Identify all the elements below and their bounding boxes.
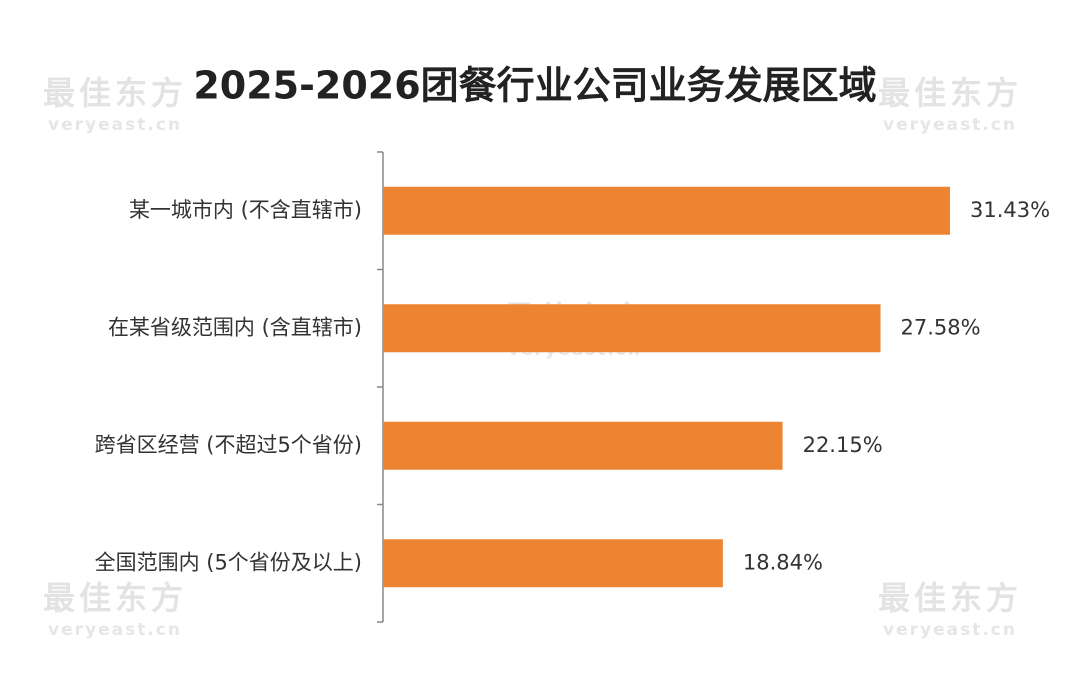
value-label: 22.15% bbox=[803, 433, 883, 457]
chart-title: 2025-2026团餐行业公司业务发展区域 bbox=[193, 64, 876, 108]
watermark-url: veryeast.cn bbox=[48, 620, 182, 640]
watermark-url: veryeast.cn bbox=[48, 115, 182, 135]
watermark-brand: 最佳东方 bbox=[43, 579, 187, 617]
bar bbox=[383, 304, 881, 353]
value-label: 18.84% bbox=[743, 550, 823, 574]
value-label: 31.43% bbox=[970, 198, 1050, 222]
bar bbox=[383, 186, 950, 235]
watermark-brand: 最佳东方 bbox=[43, 74, 187, 112]
y-tick-label: 跨省区经营 (不超过5个省份) bbox=[95, 433, 362, 457]
y-tick-label: 某一城市内 (不含直辖市) bbox=[129, 198, 362, 222]
bar bbox=[383, 421, 783, 470]
watermark-url: veryeast.cn bbox=[883, 115, 1017, 135]
value-label: 27.58% bbox=[901, 315, 981, 339]
watermark-brand: 最佳东方 bbox=[878, 579, 1022, 617]
watermark-url: veryeast.cn bbox=[883, 620, 1017, 640]
watermark-brand: 最佳东方 bbox=[878, 74, 1022, 112]
bar bbox=[383, 539, 723, 588]
y-tick-label: 全国范围内 (5个省份及以上) bbox=[95, 550, 362, 574]
y-tick-label: 在某省级范围内 (含直辖市) bbox=[108, 315, 362, 339]
